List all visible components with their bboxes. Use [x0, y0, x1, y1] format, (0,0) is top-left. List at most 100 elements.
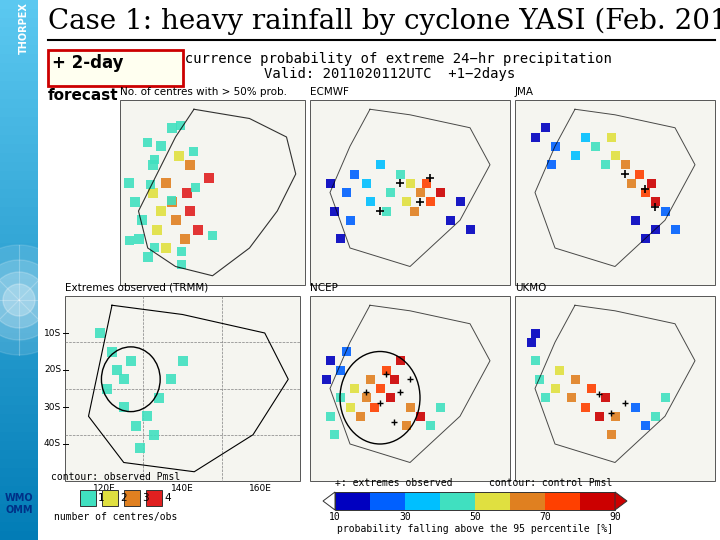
Bar [456, 197, 464, 206]
Bar [660, 393, 670, 402]
Bar [611, 151, 619, 160]
Bar [436, 188, 444, 197]
Text: No. of centres with > 50% prob.: No. of centres with > 50% prob. [120, 87, 287, 97]
Bar [161, 243, 171, 253]
Bar [0, 9, 38, 18]
Bar [531, 132, 539, 141]
Bar [146, 180, 155, 189]
Bar [185, 160, 195, 170]
Bar [0, 423, 38, 432]
Bar [541, 123, 549, 132]
Text: 20S: 20S [44, 366, 61, 375]
Bar [369, 402, 379, 411]
Bar [531, 356, 539, 365]
Text: 3: 3 [142, 493, 148, 503]
Bar [660, 206, 670, 215]
Bar [310, 100, 510, 285]
Bar [0, 531, 38, 540]
Bar [570, 375, 580, 384]
Bar [0, 216, 38, 225]
Bar [0, 315, 38, 324]
Circle shape [0, 245, 74, 355]
Bar [0, 207, 38, 216]
Bar [590, 141, 600, 151]
Bar [402, 421, 410, 430]
Bar [191, 183, 200, 192]
Bar [0, 459, 38, 468]
Text: 160E: 160E [249, 484, 272, 493]
Bar [405, 402, 415, 411]
Polygon shape [323, 492, 335, 510]
Bar [325, 411, 335, 421]
Bar [546, 160, 556, 169]
Bar [641, 234, 649, 243]
Bar [611, 411, 619, 421]
Bar [119, 402, 129, 412]
Bar [174, 151, 184, 160]
Bar [119, 374, 129, 384]
Bar [133, 234, 143, 244]
Bar [335, 492, 615, 510]
Bar [0, 360, 38, 369]
Bar [125, 178, 134, 188]
Bar [446, 216, 454, 225]
Bar [641, 421, 649, 430]
Bar [0, 36, 38, 45]
Bar [402, 197, 410, 206]
Bar [80, 490, 96, 506]
Bar [515, 296, 715, 481]
Bar [366, 375, 374, 384]
Bar [426, 197, 434, 206]
Bar [600, 160, 610, 169]
Bar [135, 443, 145, 453]
Bar [634, 170, 644, 179]
Bar [349, 384, 359, 393]
Polygon shape [615, 492, 627, 510]
Bar [167, 123, 177, 133]
Bar [166, 374, 176, 384]
Bar [551, 384, 559, 393]
Bar [0, 342, 38, 351]
Bar [0, 180, 38, 189]
Text: Occurrence probability of extreme 24−hr precipitation: Occurrence probability of extreme 24−hr … [168, 52, 612, 66]
Bar [107, 347, 117, 356]
Bar [0, 306, 38, 315]
Bar [0, 396, 38, 405]
Bar [0, 135, 38, 144]
Text: 30: 30 [399, 512, 411, 522]
Bar [647, 179, 655, 188]
Bar [0, 333, 38, 342]
Bar [0, 432, 38, 441]
FancyBboxPatch shape [48, 50, 183, 86]
Bar [436, 402, 444, 411]
Bar [341, 347, 351, 356]
Bar [167, 197, 177, 207]
Bar [551, 141, 559, 151]
Bar [0, 153, 38, 162]
Bar [631, 402, 639, 411]
Bar [361, 393, 371, 402]
Text: NCEP: NCEP [310, 283, 338, 293]
Circle shape [0, 260, 59, 340]
Bar [415, 188, 425, 197]
Bar [148, 160, 158, 170]
Bar [167, 196, 176, 205]
Bar [0, 81, 38, 90]
Text: 4: 4 [164, 493, 171, 503]
Bar [150, 155, 159, 164]
Bar [120, 100, 305, 285]
Bar [385, 393, 395, 402]
Text: 40S: 40S [44, 440, 61, 449]
Bar [65, 296, 300, 481]
Text: 10S: 10S [44, 328, 61, 338]
Text: 90: 90 [609, 512, 621, 522]
Bar [0, 0, 38, 9]
Bar [0, 108, 38, 117]
Bar [0, 477, 38, 486]
Bar [0, 261, 38, 270]
Text: THORPEX: THORPEX [19, 2, 29, 54]
Bar [125, 235, 134, 245]
Bar [130, 197, 140, 207]
Bar [95, 328, 105, 338]
Bar [143, 411, 152, 421]
